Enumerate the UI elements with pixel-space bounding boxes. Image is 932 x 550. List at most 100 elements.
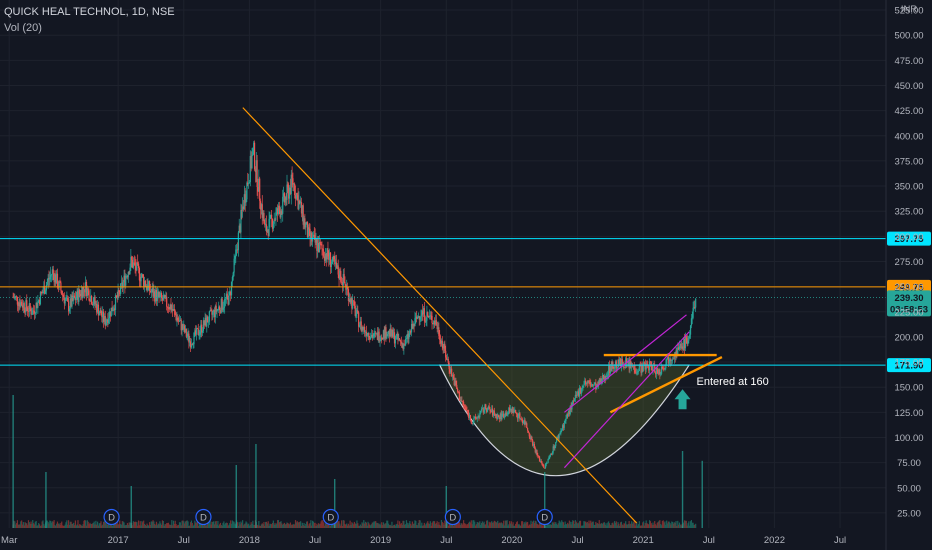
x-tick-label: Jul	[178, 535, 190, 546]
volume-bar	[209, 520, 211, 528]
volume-bar	[520, 525, 522, 528]
volume-bar	[544, 525, 547, 528]
candle-body	[243, 194, 245, 209]
candle-body	[474, 416, 477, 419]
volume-bar	[284, 524, 286, 528]
candle-body	[331, 261, 333, 264]
candle-body	[340, 270, 342, 282]
candle-body	[179, 319, 181, 321]
volume-bar	[611, 523, 613, 528]
volume-bar	[437, 524, 439, 528]
level-badge-label: 249.75	[894, 282, 924, 293]
volume-bar	[651, 524, 653, 528]
candle-body	[309, 228, 311, 239]
candle-body	[123, 275, 125, 283]
volume-bar	[560, 522, 562, 528]
volume-bar	[506, 520, 508, 528]
volume-bar	[60, 522, 62, 528]
volume-bar	[265, 521, 267, 528]
candle-body	[327, 248, 329, 257]
volume-bar	[511, 524, 513, 528]
candle-body	[46, 281, 48, 285]
volume-bar	[160, 523, 162, 528]
volume-bar	[556, 523, 558, 528]
volume-bar	[503, 520, 505, 528]
candle-body	[267, 229, 269, 236]
candle-body	[224, 298, 226, 307]
candle-body	[27, 311, 30, 312]
candle-body	[545, 463, 547, 465]
candle-body	[562, 425, 565, 428]
volume-bar	[569, 521, 571, 528]
level-badge-label: 171.90	[894, 361, 923, 372]
candle-body	[202, 320, 204, 331]
volume-bar	[455, 521, 457, 528]
volume-bar	[375, 522, 378, 528]
volume-bar	[516, 521, 518, 528]
candle-body	[607, 375, 609, 377]
candle-body	[54, 274, 56, 283]
volume-bar	[91, 524, 93, 528]
candle-body	[610, 366, 612, 372]
volume-bar	[480, 522, 483, 528]
volume-spike	[681, 451, 684, 528]
candle-body	[530, 436, 532, 440]
volume-bar	[568, 520, 571, 528]
volume-bar	[424, 525, 426, 528]
candle-body	[125, 276, 128, 277]
volume-bar	[20, 521, 22, 528]
y-tick-label: 225.00	[894, 307, 923, 318]
volume-bar	[65, 522, 67, 528]
volume-bar	[258, 520, 260, 528]
candle-body	[36, 302, 38, 308]
volume-bar	[43, 523, 45, 528]
volume-bar	[133, 522, 135, 528]
candle-body	[404, 338, 407, 346]
candle-body	[552, 446, 554, 453]
volume-bar	[673, 522, 675, 528]
volume-indicator-label[interactable]: Vol (20)	[4, 22, 42, 34]
candle-body	[677, 347, 679, 355]
candle-body	[117, 290, 119, 299]
volume-bar	[370, 525, 372, 528]
volume-bar	[618, 523, 620, 528]
candle-body	[694, 306, 696, 308]
volume-bar	[694, 524, 696, 528]
volume-bar	[433, 521, 436, 528]
candle-body	[272, 223, 274, 229]
candle-body	[580, 388, 582, 394]
candle-body	[468, 413, 470, 418]
volume-bar	[233, 521, 235, 528]
symbol-title[interactable]: QUICK HEAL TECHNOL, 1D, NSE	[4, 6, 175, 18]
candle-body	[206, 316, 208, 327]
candle-body	[22, 303, 24, 308]
volume-spike	[235, 465, 237, 528]
volume-bar	[365, 522, 367, 528]
candle-body	[105, 321, 107, 326]
candle-body	[158, 292, 160, 297]
candle-body	[180, 319, 182, 331]
volume-bar	[273, 524, 275, 528]
candle-body	[218, 306, 220, 309]
volume-bar	[551, 522, 553, 528]
candle-body	[134, 262, 136, 267]
volume-bar	[425, 523, 427, 528]
volume-bar	[170, 524, 172, 528]
dividend-marker	[322, 508, 339, 526]
candle-body	[430, 315, 432, 317]
candle-body	[639, 365, 641, 367]
volume-bar	[36, 525, 38, 528]
candle-body	[590, 383, 592, 387]
volume-bar	[31, 523, 33, 528]
candle-body	[686, 338, 688, 344]
candle-body	[137, 263, 140, 269]
candle-body	[648, 365, 650, 371]
volume-bar	[598, 520, 600, 528]
candle-body	[294, 183, 296, 196]
candle-body	[373, 333, 375, 337]
candle-body	[409, 331, 411, 334]
volume-bar	[225, 522, 228, 528]
candle-body	[371, 334, 373, 338]
candle-body	[557, 437, 559, 439]
